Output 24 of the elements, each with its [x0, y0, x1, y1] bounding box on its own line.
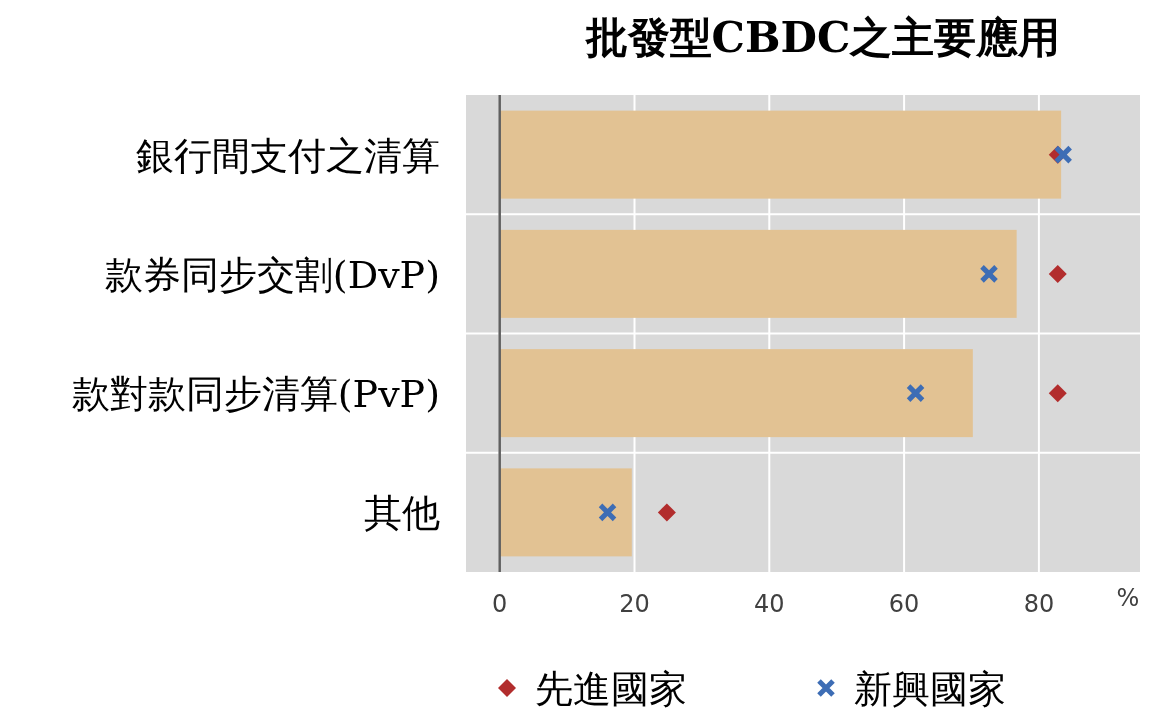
bar	[499, 349, 973, 438]
point	[598, 502, 618, 522]
x-axis-title: %	[1116, 584, 1140, 612]
legend-label: 先進國家	[535, 667, 687, 711]
bar	[499, 110, 1062, 199]
point	[657, 503, 676, 522]
y-tick-label: 款對款同步清算(PvP)	[71, 372, 440, 417]
x-tick-label: 60	[888, 590, 920, 618]
y-tick-label: 銀行間支付之清算	[136, 133, 440, 178]
x-tick-label: 0	[492, 590, 508, 618]
x-tick-label: 40	[754, 590, 785, 618]
bar	[499, 229, 1017, 318]
x-tick-label: 20	[619, 590, 650, 618]
y-tick-label: 款券同步交割(DvP)	[104, 252, 440, 297]
point	[1048, 264, 1067, 283]
x-tick-label: 80	[1023, 590, 1055, 618]
y-tick-label: 其他	[364, 491, 440, 536]
chart-title: 批發型CBDC之主要應用	[583, 13, 1061, 62]
bar	[499, 468, 632, 557]
point	[979, 264, 999, 284]
point	[1053, 145, 1073, 165]
point	[906, 383, 926, 403]
legend-label: 新興國家	[854, 667, 1006, 711]
point	[1048, 384, 1067, 403]
